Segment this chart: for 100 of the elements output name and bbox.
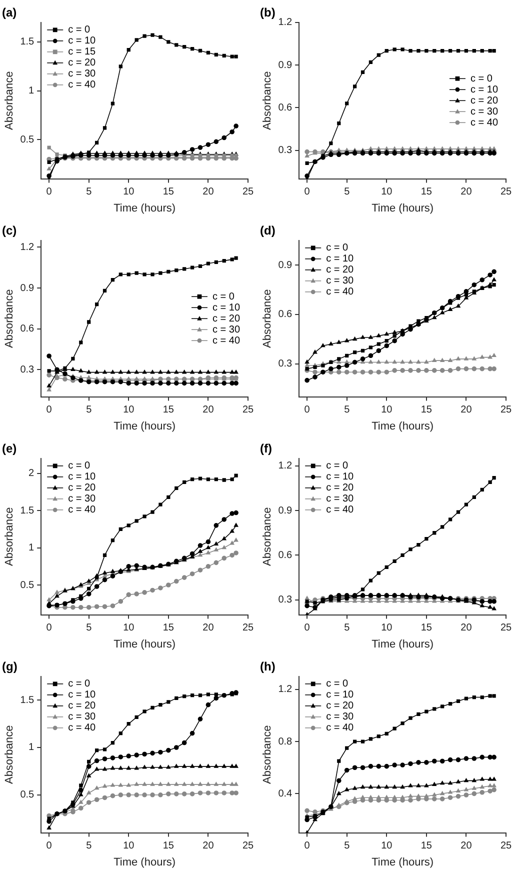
legend-label: c = 10 xyxy=(68,472,96,483)
x-axis-title: Time (hours) xyxy=(372,638,434,650)
x-axis-title: Time (hours) xyxy=(114,202,176,214)
chart-title: (g) xyxy=(2,660,18,674)
x-tick-label: 10 xyxy=(123,840,135,852)
legend-label: c = 0 xyxy=(326,242,348,254)
legend-label: c = 40 xyxy=(68,722,96,734)
x-axis-title: Time (hours) xyxy=(114,420,176,432)
x-tick-label: 20 xyxy=(460,186,472,198)
legend-label: c = 15 xyxy=(68,46,96,58)
x-tick-label: 25 xyxy=(500,622,512,634)
x-tick-label: 10 xyxy=(381,622,393,634)
x-tick-label: 15 xyxy=(420,186,432,198)
legend-label: c = 20 xyxy=(68,700,96,712)
x-tick-label: 5 xyxy=(344,840,350,852)
legend-label: c = 40 xyxy=(470,117,498,128)
y-axis-title: Absorbance xyxy=(262,289,274,348)
y-tick-label: 0.9 xyxy=(278,505,293,516)
legend-label: c = 20 xyxy=(326,264,354,276)
legend-label: c = 40 xyxy=(68,504,96,516)
y-tick-label: 1.2 xyxy=(278,17,293,28)
x-tick-label: 25 xyxy=(242,622,254,634)
y-tick-label: 0.3 xyxy=(20,364,35,376)
x-tick-label: 10 xyxy=(123,622,135,634)
legend-label: c = 0 xyxy=(68,24,90,36)
y-tick-label: 0.3 xyxy=(278,145,293,156)
x-axis-title: Time (hours) xyxy=(372,856,434,868)
x-axis-title: Time (hours) xyxy=(372,420,434,432)
x-tick-label: 15 xyxy=(420,840,432,852)
x-tick-label: 10 xyxy=(381,840,393,852)
x-tick-label: 20 xyxy=(460,840,472,852)
legend-label: c = 20 xyxy=(68,482,96,494)
x-tick-label: 5 xyxy=(344,622,350,634)
x-tick-label: 0 xyxy=(304,186,310,198)
legend-label: c = 30 xyxy=(326,494,354,505)
y-tick-label: 0.8 xyxy=(278,736,293,748)
y-tick-label: 1 xyxy=(28,542,35,554)
y-tick-label: 1.5 xyxy=(20,694,35,706)
legend-label: c = 0 xyxy=(326,460,348,472)
legend-label: c = 10 xyxy=(326,690,354,701)
chart-title: (d) xyxy=(260,224,276,238)
x-tick-label: 25 xyxy=(500,404,512,416)
x-tick-label: 0 xyxy=(46,404,52,416)
legend-label: c = 0 xyxy=(470,73,493,84)
legend-label: c = 30 xyxy=(68,68,96,80)
x-tick-label: 15 xyxy=(162,622,174,634)
x-tick-label: 10 xyxy=(381,186,393,198)
legend-label: c = 30 xyxy=(68,494,96,505)
chart-title: (f) xyxy=(260,442,272,456)
legend-label: c = 30 xyxy=(212,324,240,336)
x-tick-label: 0 xyxy=(304,404,310,416)
legend-label: c = 20 xyxy=(326,700,354,712)
legend-label: c = 40 xyxy=(326,722,354,734)
y-axis-title: Absorbance xyxy=(262,725,274,784)
x-tick-label: 25 xyxy=(500,186,512,198)
y-tick-label: 2 xyxy=(28,468,35,480)
x-tick-label: 10 xyxy=(381,404,393,416)
x-tick-label: 0 xyxy=(46,840,52,852)
y-tick-label: 1.2 xyxy=(278,684,293,696)
y-tick-label: 1.2 xyxy=(278,460,293,472)
legend-label: c = 20 xyxy=(470,95,498,106)
legend-label: c = 10 xyxy=(68,690,96,701)
y-tick-label: 0.6 xyxy=(20,324,35,335)
x-tick-label: 0 xyxy=(46,622,52,634)
chart-title: (b) xyxy=(260,6,276,20)
y-tick-label: 0.4 xyxy=(278,788,293,800)
x-tick-label: 5 xyxy=(86,404,92,416)
y-tick-label: 0.9 xyxy=(278,60,293,71)
chart-title: (e) xyxy=(2,442,17,456)
chart-title: (h) xyxy=(260,660,276,674)
legend-label: c = 10 xyxy=(470,84,498,96)
x-axis-title: Time (hours) xyxy=(372,202,434,214)
legend-label: c = 40 xyxy=(326,504,354,516)
y-tick-label: 0.9 xyxy=(20,282,35,294)
y-tick-label: 1.5 xyxy=(20,36,35,48)
y-tick-label: 0.5 xyxy=(20,580,35,591)
x-tick-label: 25 xyxy=(242,404,254,416)
legend-label: c = 20 xyxy=(326,482,354,494)
y-tick-label: 0.6 xyxy=(278,309,293,320)
legend-label: c = 0 xyxy=(326,678,348,690)
x-tick-label: 0 xyxy=(46,186,52,198)
y-tick-label: 0.3 xyxy=(278,358,293,370)
x-tick-label: 15 xyxy=(162,404,174,416)
x-tick-label: 10 xyxy=(123,186,135,198)
y-tick-label: 0.6 xyxy=(278,550,293,561)
legend-label: c = 30 xyxy=(326,276,354,287)
y-axis-title: Absorbance xyxy=(262,71,274,130)
y-tick-label: 0.5 xyxy=(20,134,35,146)
y-tick-label: 0.6 xyxy=(278,102,293,114)
x-tick-label: 0 xyxy=(304,622,310,634)
x-tick-label: 15 xyxy=(162,840,174,852)
chart-title: (a) xyxy=(2,6,17,20)
x-tick-label: 10 xyxy=(123,404,135,416)
x-tick-label: 5 xyxy=(86,186,92,198)
y-tick-label: 1.2 xyxy=(20,242,35,253)
x-tick-label: 20 xyxy=(202,404,214,416)
x-axis-title: Time (hours) xyxy=(114,638,176,650)
x-axis-title: Time (hours) xyxy=(114,856,176,868)
x-tick-label: 20 xyxy=(460,404,472,416)
x-tick-label: 5 xyxy=(86,840,92,852)
